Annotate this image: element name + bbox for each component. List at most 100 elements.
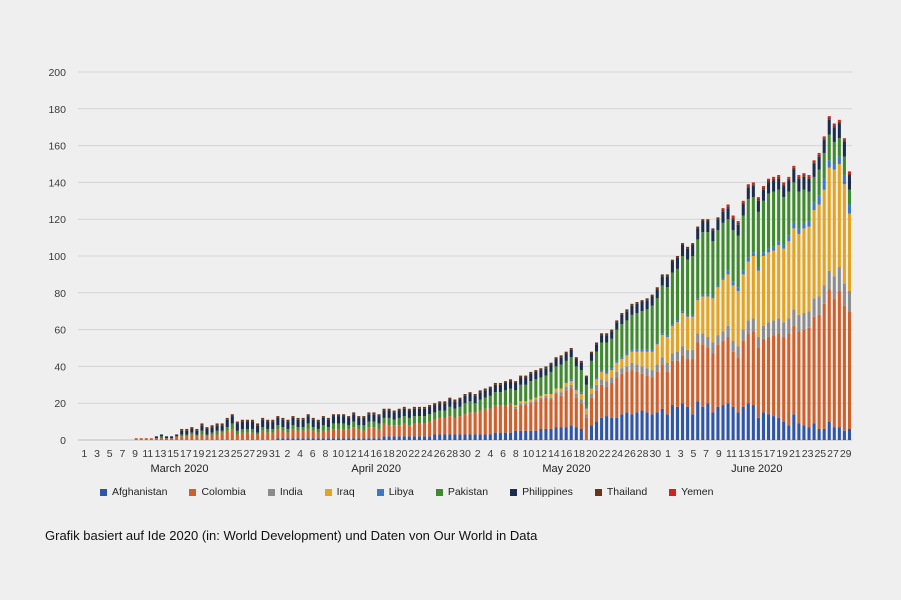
bar-segment-iraq	[610, 370, 614, 378]
bar-segment-afghanistan	[337, 438, 341, 440]
x-month-label: May 2020	[542, 463, 590, 475]
legend-swatch	[669, 488, 677, 496]
bar-segment-thailand	[240, 419, 244, 422]
bar-segment-pakistan	[721, 222, 725, 279]
bar-segment-philippines	[595, 344, 599, 352]
bar-segment-afghanistan	[342, 438, 346, 440]
bar-segment-colombia	[807, 327, 811, 428]
bar-segment-thailand	[564, 351, 568, 354]
bar-segment-thailand	[291, 416, 295, 418]
bar-segment-thailand	[736, 222, 740, 225]
bar-segment-pakistan	[782, 197, 786, 245]
bar-segment-philippines	[488, 388, 492, 396]
bar-segment-india	[681, 346, 685, 356]
bar-segment-thailand	[595, 342, 599, 345]
bar-segment-thailand	[792, 167, 796, 170]
bar-segment-libya	[767, 248, 771, 253]
bar-segment-philippines	[382, 410, 386, 418]
bar-segment-colombia	[731, 351, 735, 407]
x-tick-label: 25	[814, 448, 826, 460]
y-tick-label: 100	[48, 251, 66, 263]
x-tick-label: 29	[840, 448, 852, 460]
bar-segment-pakistan	[832, 141, 836, 164]
bar-segment-philippines	[736, 224, 740, 236]
bar-segment-thailand	[625, 309, 629, 312]
bar-segment-india	[691, 349, 695, 360]
bar-segment-iraq	[756, 270, 760, 337]
bar-segment-pakistan	[220, 430, 224, 433]
bar-segment-libya	[782, 244, 786, 249]
bar-segment-colombia	[342, 428, 346, 439]
bar-segment-colombia	[721, 340, 725, 406]
bar-segment-iraq	[625, 355, 629, 367]
bar-segment-thailand	[746, 186, 750, 188]
bar-segment-pakistan	[514, 390, 518, 406]
bar-segment-colombia	[149, 438, 153, 440]
bar-segment-yemen	[787, 176, 791, 179]
bar-segment-thailand	[615, 320, 619, 323]
bar-segment-colombia	[549, 399, 553, 429]
bar-segment-philippines	[503, 382, 507, 391]
bar-segment-pakistan	[251, 428, 255, 433]
bar-segment-india	[595, 384, 599, 391]
bar-segment-thailand	[645, 298, 649, 301]
bar-segment-iraq	[645, 351, 649, 369]
bar-segment-philippines	[433, 405, 437, 413]
bar-segment-pakistan	[498, 392, 502, 406]
x-tick-label: 14	[358, 448, 370, 460]
bar-segment-thailand	[660, 274, 664, 277]
bar-segment-thailand	[554, 357, 558, 360]
bar-segment-colombia	[792, 325, 796, 415]
bar-segment-philippines	[579, 362, 583, 371]
bar-segment-thailand	[321, 416, 325, 418]
bar-segment-pakistan	[488, 395, 492, 409]
bar-segment-pakistan	[331, 423, 335, 429]
y-tick-label: 180	[48, 104, 66, 116]
bar-segment-iraq	[675, 322, 679, 352]
bar-segment-pakistan	[807, 191, 811, 222]
bar-segment-philippines	[478, 392, 482, 400]
bar-segment-colombia	[215, 434, 219, 440]
bar-segment-thailand	[352, 412, 356, 415]
bar-segment-thailand	[665, 274, 669, 277]
bar-segment-thailand	[635, 302, 639, 304]
bar-segment-thailand	[488, 386, 492, 389]
bar-segment-philippines	[832, 127, 836, 142]
bar-segment-india	[807, 311, 811, 328]
bar-segment-pakistan	[847, 189, 851, 205]
bar-segment-yemen	[837, 119, 841, 122]
bar-segment-india	[670, 353, 674, 361]
bar-segment-pakistan	[519, 384, 523, 402]
bar-segment-pakistan	[256, 432, 260, 435]
bar-segment-libya	[696, 298, 700, 301]
bar-segment-pakistan	[266, 428, 270, 433]
x-tick-label: 15	[751, 448, 763, 460]
bar-segment-colombia	[281, 430, 285, 439]
bar-segment-afghanistan	[463, 434, 467, 440]
bar-segment-pakistan	[326, 427, 330, 431]
x-month-label: March 2020	[150, 463, 208, 475]
bar-segment-afghanistan	[746, 403, 750, 440]
legend-item: Philippines	[510, 486, 573, 498]
y-tick-label: 80	[54, 288, 66, 300]
bar-segment-philippines	[392, 412, 396, 420]
bar-segment-thailand	[443, 401, 447, 404]
bar-segment-thailand	[200, 423, 204, 426]
bar-segment-iraq	[584, 408, 588, 415]
bar-segment-pakistan	[281, 427, 285, 431]
bar-segment-libya	[751, 252, 755, 256]
x-tick-label: 22	[599, 448, 611, 460]
bar-segment-colombia	[802, 329, 806, 426]
bar-segment-colombia	[165, 438, 169, 440]
bar-segment-thailand	[706, 219, 710, 222]
x-tick-label: 24	[421, 448, 433, 460]
x-tick-label: 1	[81, 448, 87, 460]
bar-segment-colombia	[185, 436, 189, 440]
bar-segment-iraq	[579, 394, 583, 400]
bar-segment-colombia	[144, 438, 148, 440]
bar-segment-colombia	[509, 403, 513, 433]
bar-segment-pakistan	[665, 287, 669, 336]
bar-segment-yemen	[721, 208, 725, 210]
bar-segment-thailand	[306, 414, 310, 417]
bar-segment-iraq	[767, 252, 771, 323]
